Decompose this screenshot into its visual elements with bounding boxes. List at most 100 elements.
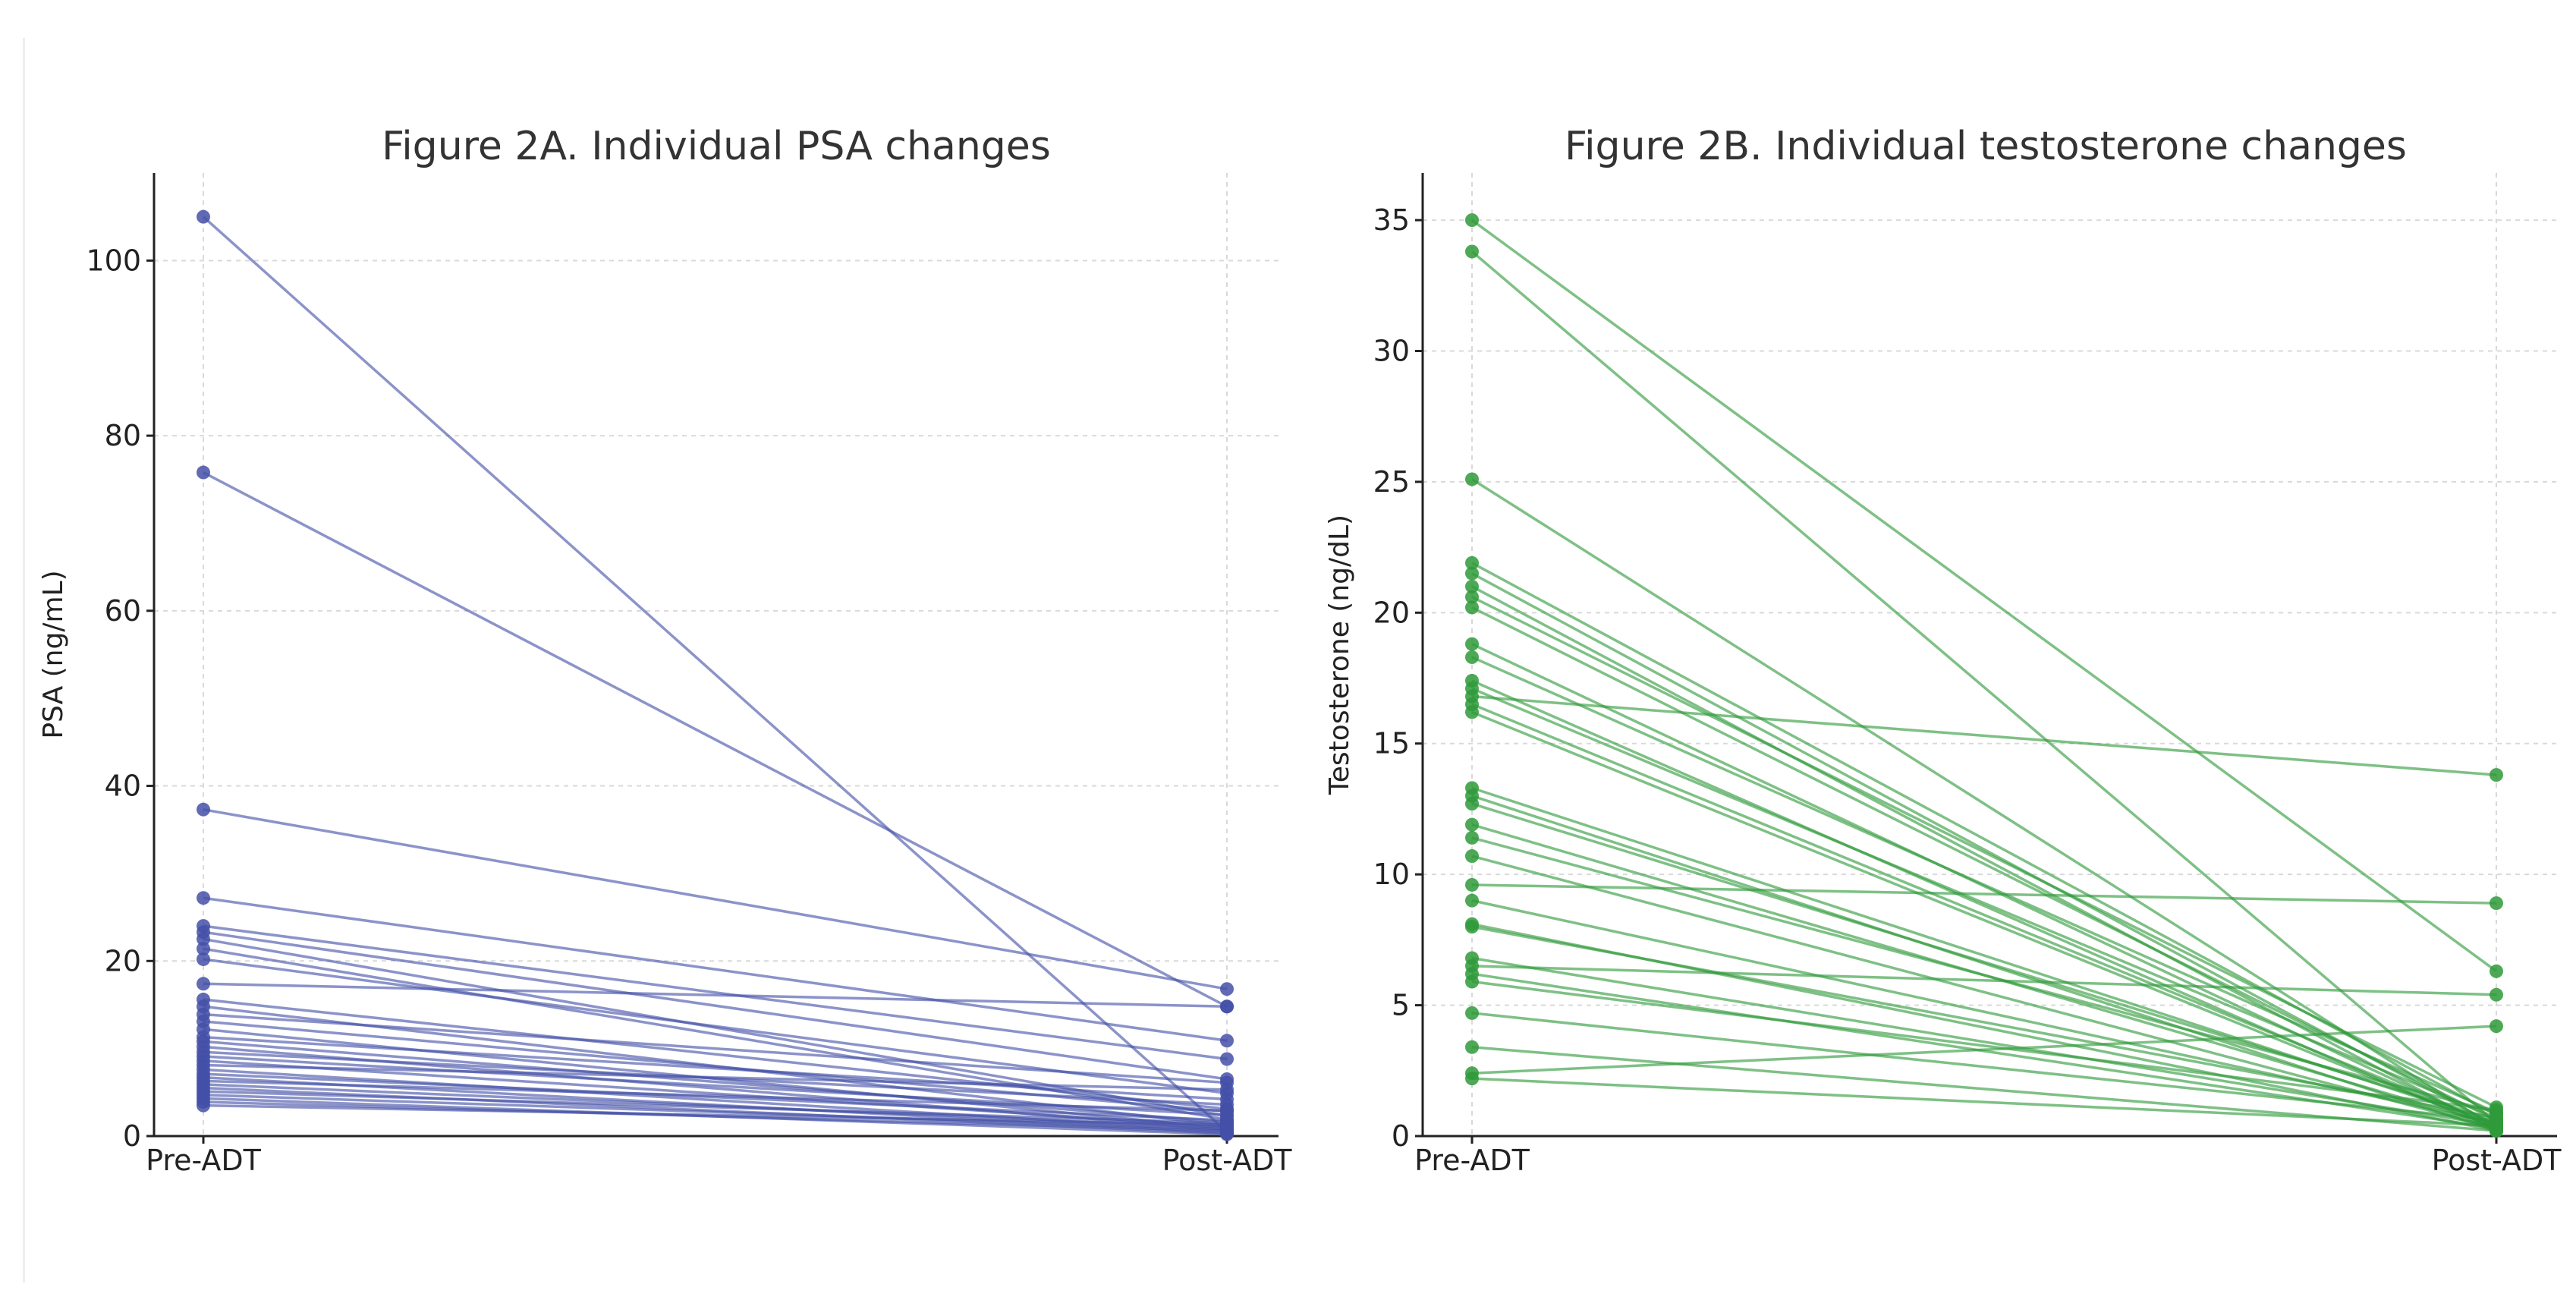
testosterone-point-pre-31 — [1465, 1040, 1479, 1054]
testosterone-point-pre-25 — [1465, 920, 1479, 934]
testosterone-point-pre-3 — [1465, 472, 1479, 486]
psa-series-group — [197, 209, 1234, 1141]
testosterone-point-post-13 — [2490, 768, 2503, 782]
testosterone-point-pre-7 — [1465, 590, 1479, 604]
testosterone-point-pre-4 — [1465, 556, 1479, 570]
testosterone-point-post-32 — [2490, 1019, 2503, 1034]
testosterone-series-line-21 — [1471, 855, 2497, 1130]
testosterone-chart: 0 5 10 15 20 25 30 35 Pre-ADT Post-ADT Figure 2B. … — [1324, 124, 2562, 1177]
psa-point-post-10 — [1220, 999, 1234, 1014]
testosterone-point-pre-18 — [1465, 797, 1479, 811]
testosterone-point-pre-30 — [1465, 1006, 1479, 1020]
psa-series-line-1 — [202, 216, 1228, 1133]
testosterone-series-line-15 — [1471, 710, 2497, 1130]
psa-series-line-6 — [203, 930, 1228, 1081]
psa-series-line-29 — [203, 1090, 1228, 1125]
psa-y-axis-label: PSA (ng/mL) — [38, 570, 69, 738]
testosterone-series-line-12 — [1471, 687, 2497, 1119]
psa-point-pre-1 — [197, 209, 210, 224]
testosterone-y-tick-label: 0 — [1392, 1119, 1410, 1153]
testosterone-point-pre-5 — [1465, 566, 1479, 581]
testosterone-point-pre-29 — [1465, 974, 1479, 989]
psa-point-pre-8 — [197, 942, 210, 956]
psa-series-line-26 — [203, 1079, 1228, 1113]
testosterone-x-tick-label: Post-ADT — [2432, 1144, 2562, 1177]
psa-point-pre-10 — [197, 977, 210, 991]
testosterone-point-pre-15 — [1465, 705, 1479, 719]
testosterone-point-pre-1 — [1465, 213, 1479, 228]
testosterone-point-pre-2 — [1465, 244, 1479, 259]
testosterone-point-pre-20 — [1465, 830, 1479, 845]
psa-series-line-16 — [203, 1035, 1228, 1101]
psa-point-post-22 — [1220, 1082, 1234, 1097]
testosterone-y-tick-label: 35 — [1373, 203, 1410, 237]
left-border — [23, 38, 25, 1283]
testosterone-point-pre-23 — [1465, 893, 1479, 908]
psa-series-line-11 — [203, 998, 1228, 1110]
psa-point-post-5 — [1220, 1052, 1234, 1066]
testosterone-y-tick-label: 15 — [1373, 727, 1410, 760]
psa-chart-title: Figure 2A. Individual PSA changes — [382, 124, 1051, 169]
psa-series-line-4 — [203, 896, 1228, 1042]
testosterone-y-tick-label: 25 — [1373, 465, 1410, 499]
testosterone-chart-title: Figure 2B. Individual testosterone chang… — [1565, 124, 2407, 169]
testosterone-series-line-20 — [1471, 836, 2497, 1114]
testosterone-x-tick-label: Pre-ADT — [1414, 1144, 1530, 1177]
testosterone-point-pre-9 — [1465, 637, 1479, 651]
psa-series-line-10 — [203, 982, 1228, 1009]
testosterone-series-line-14 — [1471, 703, 2497, 1127]
testosterone-series-line-22 — [1471, 883, 2497, 905]
testosterone-point-post-1 — [2490, 964, 2503, 978]
testosterone-point-post-27 — [2490, 987, 2503, 1002]
psa-point-pre-2 — [197, 465, 210, 480]
testosterone-series-line-3 — [1471, 477, 2497, 1130]
psa-point-pre-33 — [197, 1098, 210, 1113]
psa-y-tick-label: 80 — [105, 419, 141, 452]
psa-series-line-33 — [203, 1103, 1228, 1126]
psa-series-line-5 — [203, 924, 1228, 1061]
psa-series-line-17 — [203, 1040, 1228, 1124]
testosterone-y-tick-label: 20 — [1373, 596, 1410, 629]
psa-point-pre-4 — [197, 891, 210, 905]
testosterone-series-line-29 — [1471, 980, 2497, 1112]
psa-series-line-13 — [203, 1012, 1228, 1084]
testosterone-series-line-13 — [1471, 694, 2497, 776]
testosterone-point-pre-8 — [1465, 600, 1479, 615]
testosterone-series-line-1 — [1470, 219, 2498, 973]
testosterone-series-line-2 — [1470, 250, 2498, 1125]
psa-y-tick-label: 0 — [123, 1119, 141, 1153]
testosterone-series-group — [1465, 213, 2503, 1138]
psa-y-tick-label: 40 — [105, 770, 141, 803]
testosterone-series-line-30 — [1471, 1012, 2497, 1122]
psa-point-post-33 — [1220, 1118, 1234, 1132]
testosterone-point-pre-22 — [1465, 877, 1479, 892]
testosterone-y-axis-label: Testosterone (ng/dL) — [1324, 515, 1355, 795]
testosterone-point-pre-19 — [1465, 817, 1479, 832]
testosterone-series-line-10 — [1471, 656, 2497, 1114]
psa-series-line-21 — [203, 1059, 1228, 1128]
psa-point-post-26 — [1220, 1103, 1234, 1118]
psa-point-post-4 — [1220, 1034, 1234, 1048]
psa-x-tick-label: Pre-ADT — [146, 1144, 262, 1177]
testosterone-point-post-33 — [2490, 1119, 2503, 1133]
testosterone-series-line-27 — [1471, 965, 2497, 996]
testosterone-series-line-6 — [1471, 585, 2497, 1132]
psa-series-line-22 — [203, 1063, 1228, 1091]
psa-x-tick-label: Post-ADT — [1162, 1144, 1293, 1177]
testosterone-series-line-33 — [1471, 1077, 2497, 1127]
testosterone-point-post-29 — [2490, 1103, 2503, 1117]
testosterone-point-pre-10 — [1465, 650, 1479, 664]
psa-series-line-2 — [203, 471, 1228, 1008]
psa-series-line-3 — [203, 807, 1228, 990]
testosterone-point-post-22 — [2490, 896, 2503, 911]
psa-point-pre-3 — [197, 802, 210, 817]
testosterone-point-pre-6 — [1465, 579, 1479, 593]
psa-chart: 0 20 40 60 80 100 Pre-ADT Post-ADT Figure 2A. In… — [38, 124, 1292, 1177]
testosterone-point-pre-21 — [1465, 849, 1479, 864]
testosterone-series-line-7 — [1471, 596, 2497, 1109]
psa-series-line-30 — [203, 1094, 1228, 1131]
testosterone-y-tick-label: 5 — [1392, 989, 1410, 1022]
psa-point-post-3 — [1220, 982, 1234, 996]
